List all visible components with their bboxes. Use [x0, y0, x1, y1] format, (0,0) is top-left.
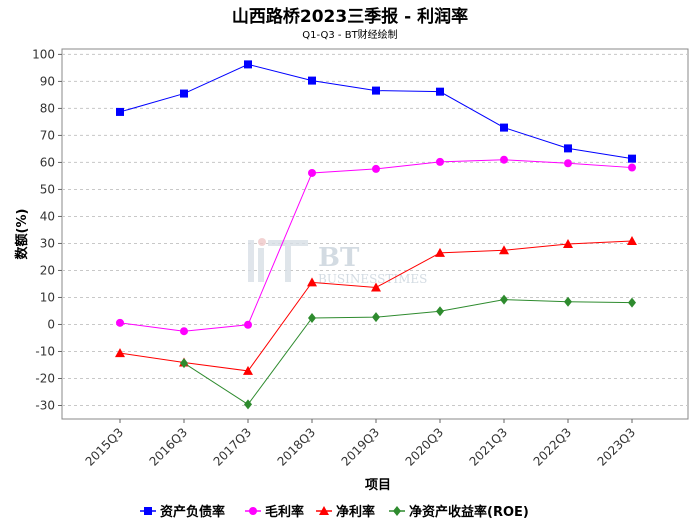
data-point	[371, 282, 381, 292]
y-tick-label: 70	[40, 128, 55, 142]
y-tick-label: 30	[40, 236, 55, 250]
data-point	[628, 154, 636, 163]
watermark: BT BUSINESSTIMES	[248, 238, 427, 286]
x-tick-label: 2017Q3	[211, 425, 255, 469]
data-point	[627, 236, 637, 246]
y-tick-label: 90	[40, 74, 55, 88]
data-point	[563, 238, 573, 248]
svg-text:BUSINESSTIMES: BUSINESSTIMES	[318, 272, 427, 286]
data-point	[372, 312, 380, 323]
chart-title: 山西路桥2023三季报 - 利润率	[232, 6, 468, 27]
series-1	[116, 60, 636, 163]
y-tick-label: 20	[40, 263, 55, 277]
x-tick-label: 2021Q3	[467, 425, 511, 469]
legend-label: 资产负债率	[160, 504, 225, 520]
x-tick-label: 2018Q3	[275, 425, 319, 469]
data-point	[436, 306, 444, 317]
legend-label: 净资产收益率(ROE)	[409, 504, 529, 520]
legend-marker	[319, 506, 329, 515]
y-tick-label: -30	[35, 398, 55, 412]
data-point	[564, 296, 572, 307]
data-point	[244, 320, 252, 329]
y-tick-label: 0	[47, 317, 55, 331]
x-tick-label: 2020Q3	[403, 425, 447, 469]
data-point	[180, 89, 188, 98]
data-point	[628, 297, 636, 308]
y-tick-label: 80	[40, 101, 55, 115]
series-line	[183, 299, 633, 406]
data-point	[435, 247, 445, 257]
y-tick-label: 50	[40, 182, 55, 196]
data-point	[308, 168, 316, 177]
data-point	[436, 157, 444, 166]
data-point	[115, 348, 125, 358]
y-tick-label: 40	[40, 209, 55, 223]
data-point	[564, 159, 572, 168]
legend-label: 毛利率	[265, 504, 304, 520]
legend-label: 净利率	[336, 504, 375, 520]
data-point	[307, 277, 317, 287]
data-point	[180, 327, 188, 336]
plot-area	[61, 48, 689, 420]
x-axis: 2015Q3 2016Q3 2017Q3 2018Q3 2019Q3 2020Q3 2021…	[83, 419, 639, 469]
data-point	[372, 164, 380, 173]
svg-text:BT: BT	[318, 243, 360, 273]
grid-lines	[62, 53, 688, 406]
data-point	[243, 365, 253, 375]
x-axis-label: 项目	[365, 478, 391, 493]
data-point	[308, 312, 316, 323]
y-tick-label: -10	[35, 344, 55, 358]
series-layer	[115, 60, 637, 410]
x-tick-label: 2022Q3	[531, 425, 575, 469]
y-tick-label: -20	[35, 371, 55, 385]
series-3	[115, 236, 637, 375]
data-point	[308, 76, 316, 85]
data-point	[180, 358, 188, 369]
x-tick-label: 2023Q3	[595, 425, 639, 469]
x-tick-label: 2019Q3	[339, 425, 383, 469]
legend-marker	[393, 506, 401, 516]
data-point	[500, 123, 508, 132]
y-axis-label: 数额(%)	[14, 209, 30, 260]
data-point	[244, 399, 252, 410]
data-point	[628, 163, 636, 172]
series-4	[180, 294, 636, 410]
x-tick-label: 2015Q3	[83, 425, 127, 469]
data-point	[500, 294, 508, 305]
x-tick-label: 2016Q3	[147, 425, 191, 469]
data-point	[244, 60, 252, 69]
data-point	[372, 86, 380, 95]
y-tick-label: 10	[40, 290, 55, 304]
data-point	[116, 318, 124, 327]
y-tick-label: 60	[40, 155, 55, 169]
data-point	[500, 155, 508, 164]
y-axis: -30 -20 -10 0 10 20 30 40 50 60 70 80 90 100	[32, 47, 62, 412]
series-2	[116, 155, 636, 336]
legend-marker	[249, 507, 257, 515]
y-tick-label: 100	[32, 47, 55, 61]
data-point	[499, 245, 509, 255]
data-point	[436, 87, 444, 96]
legend-marker	[144, 507, 152, 515]
data-point	[564, 144, 572, 153]
legend: 资产负债率 毛利率 净利率 净资产收益率(ROE)	[140, 504, 529, 520]
chart-subtitle: Q1-Q3 - BT财经绘制	[302, 28, 397, 41]
data-point	[116, 107, 124, 116]
